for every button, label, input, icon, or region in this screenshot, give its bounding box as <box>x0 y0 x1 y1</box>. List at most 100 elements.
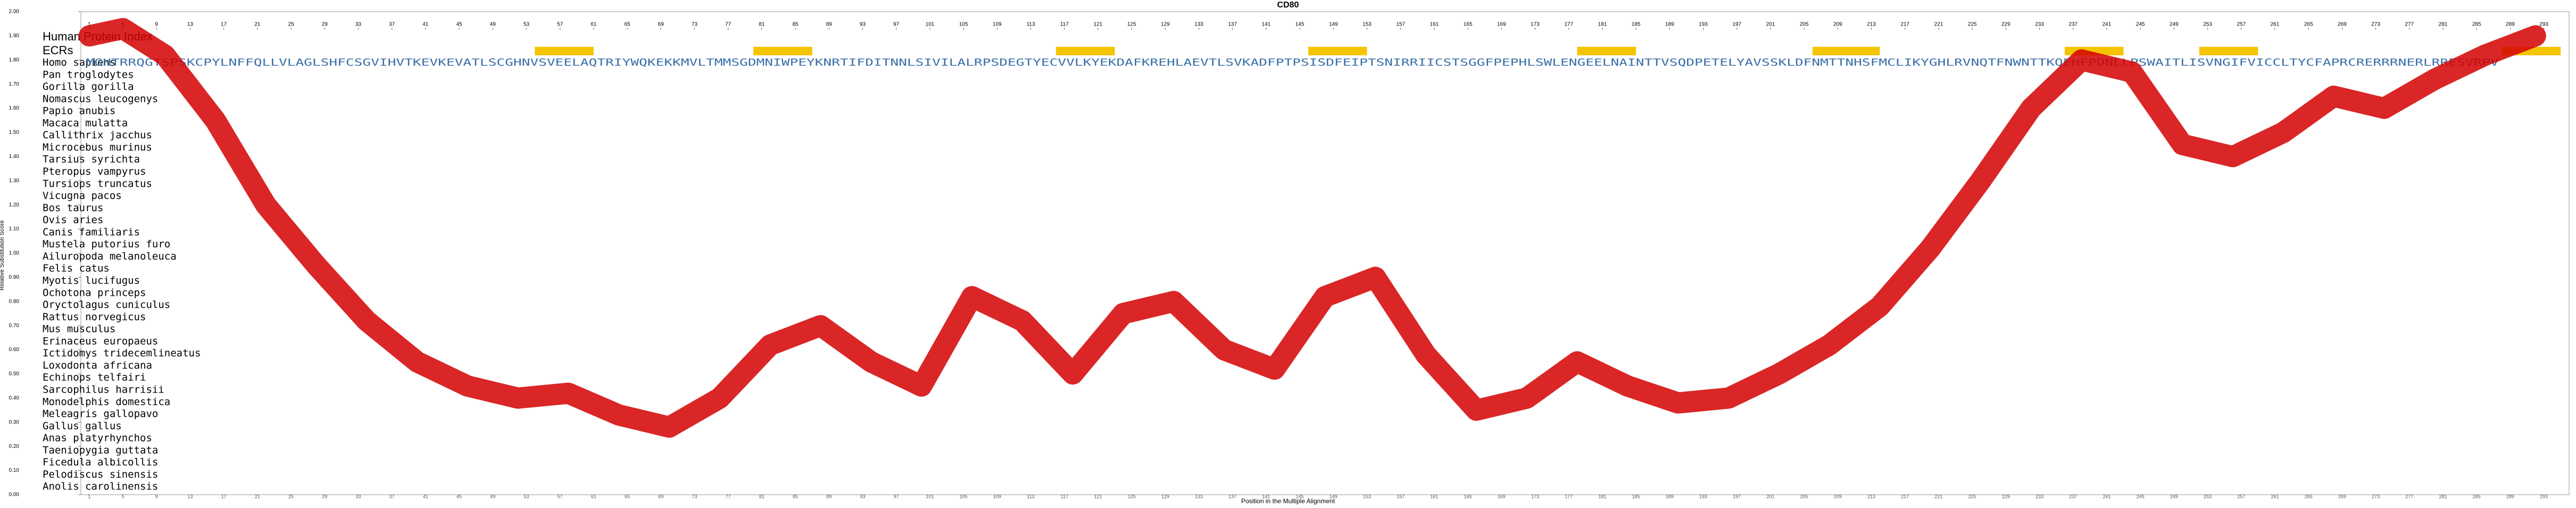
x-tick-label: 77 <box>725 22 732 28</box>
x-tick-label: 273 <box>2371 22 2380 28</box>
x-tick-label: 225 <box>1968 22 1977 28</box>
x-tick-label: 281 <box>2439 22 2448 28</box>
species-label: Felis catus <box>43 263 110 274</box>
y-tick-label: 0.20 <box>9 444 20 449</box>
x-tick-label: 13 <box>187 22 194 28</box>
x-tick-label: 185 <box>1632 22 1641 28</box>
x-tick-label-bottom: 253 <box>2204 494 2212 499</box>
y-tick-label: 1.60 <box>9 105 20 111</box>
x-tick-label-bottom: 177 <box>1565 494 1573 499</box>
x-tick-label-bottom: 33 <box>355 494 361 499</box>
x-tick-label: 29 <box>322 22 328 28</box>
y-tick-label: 0.10 <box>9 468 20 473</box>
ecr-region <box>1308 47 1367 55</box>
x-tick-label-bottom: 57 <box>558 494 563 499</box>
x-tick-label: 105 <box>959 22 968 28</box>
x-tick-label-bottom: 233 <box>2035 494 2043 499</box>
x-tick-label: 17 <box>221 22 227 28</box>
x-tick-label: 261 <box>2271 22 2280 28</box>
y-tick-label: 1.80 <box>9 57 20 63</box>
x-tick-label: 201 <box>1766 22 1775 28</box>
x-tick-label-bottom: 121 <box>1094 494 1102 499</box>
species-label: Mustela putorius furo <box>43 238 170 250</box>
x-tick-label-bottom: 205 <box>1800 494 1808 499</box>
x-tick-label-bottom: 149 <box>1329 494 1337 499</box>
x-tick-label: 253 <box>2203 22 2212 28</box>
species-label: Microcebus murinus <box>43 141 152 153</box>
chart-title: CD80 <box>1277 1 1299 10</box>
x-tick-label-bottom: 37 <box>389 494 395 499</box>
x-tick-label-bottom: 49 <box>490 494 495 499</box>
x-tick-label: 133 <box>1194 22 1203 28</box>
x-tick-label: 257 <box>2237 22 2246 28</box>
x-tick-label: 137 <box>1228 22 1237 28</box>
y-tick-label: 1.00 <box>9 251 20 256</box>
y-tick-label: 0.60 <box>9 347 20 353</box>
x-tick-label: 213 <box>1867 22 1876 28</box>
x-tick-label-bottom: 157 <box>1397 494 1405 499</box>
species-label: Macaca mulatta <box>43 117 128 129</box>
x-tick-label-bottom: 277 <box>2405 494 2413 499</box>
x-tick-label: 57 <box>557 22 563 28</box>
x-tick-label-bottom: 293 <box>2540 494 2548 499</box>
species-label: Bos taurus <box>43 202 103 214</box>
human-sequence: MGHTRRQGTSPSKCPYLNFFQLLVLAGLSHFCSGVIHVTK… <box>86 57 2499 69</box>
x-tick-label: 169 <box>1497 22 1506 28</box>
x-tick-label-bottom: 73 <box>692 494 697 499</box>
x-tick-label-bottom: 269 <box>2338 494 2346 499</box>
species-label: Gorilla gorilla <box>43 81 134 93</box>
x-tick-label-bottom: 77 <box>726 494 731 499</box>
x-tick-label: 189 <box>1665 22 1674 28</box>
x-tick-label-bottom: 257 <box>2237 494 2245 499</box>
x-tick-label-bottom: 229 <box>2002 494 2010 499</box>
x-tick-label: 117 <box>1060 22 1069 28</box>
x-tick-label: 1 <box>88 22 91 28</box>
x-tick-label-bottom: 53 <box>523 494 529 499</box>
x-tick-label: 241 <box>2103 22 2112 28</box>
species-label: Taeniopygia guttata <box>43 444 158 456</box>
x-axis-label: Position in the Multiple Alignment <box>1241 497 1335 505</box>
x-tick-label: 277 <box>2405 22 2414 28</box>
x-tick-label: 269 <box>2338 22 2347 28</box>
species-label: Tarsius syrichta <box>43 154 140 165</box>
y-tick-label: 1.10 <box>9 226 20 232</box>
species-label: Pteropus vampyrus <box>43 166 146 178</box>
species-label: Gallus gallus <box>43 420 122 432</box>
species-label: Nomascus leucogenys <box>43 93 158 105</box>
x-tick-label-bottom: 125 <box>1128 494 1136 499</box>
x-tick-label-bottom: 169 <box>1498 494 1506 499</box>
x-tick-label-bottom: 129 <box>1161 494 1169 499</box>
x-tick-label: 205 <box>1800 22 1809 28</box>
x-tick-label: 265 <box>2304 22 2313 28</box>
x-tick-label-bottom: 101 <box>926 494 934 499</box>
x-tick-label: 221 <box>1934 22 1943 28</box>
x-tick-label-bottom: 81 <box>759 494 765 499</box>
species-label: Myotis lucifugus <box>43 275 140 287</box>
x-tick-label-bottom: 141 <box>1262 494 1270 499</box>
x-tick-label-bottom: 105 <box>960 494 968 499</box>
x-tick-label: 181 <box>1598 22 1607 28</box>
x-tick-label-bottom: 281 <box>2439 494 2447 499</box>
species-label: Vicugna pacos <box>43 190 122 202</box>
x-tick-label-bottom: 93 <box>860 494 865 499</box>
y-tick-label: 1.90 <box>9 33 20 39</box>
x-tick-label-bottom: 45 <box>456 494 462 499</box>
y-tick-label: 0.80 <box>9 298 20 304</box>
x-tick-label: 121 <box>1094 22 1103 28</box>
x-tick-label-bottom: 145 <box>1296 494 1304 499</box>
x-tick-label-bottom: 193 <box>1699 494 1707 499</box>
x-tick-label: 161 <box>1430 22 1439 28</box>
y-tick-label: 1.30 <box>9 178 20 184</box>
ecr-region <box>1812 47 1880 55</box>
x-tick-label-bottom: 113 <box>1027 494 1034 499</box>
x-tick-label-bottom: 29 <box>322 494 327 499</box>
x-tick-label: 129 <box>1161 22 1170 28</box>
x-tick-label-bottom: 181 <box>1598 494 1606 499</box>
x-tick-label-bottom: 41 <box>423 494 428 499</box>
x-tick-label-bottom: 285 <box>2473 494 2481 499</box>
x-tick-label-bottom: 225 <box>1968 494 1976 499</box>
x-tick-label-bottom: 69 <box>658 494 663 499</box>
x-tick-label: 89 <box>826 22 833 28</box>
